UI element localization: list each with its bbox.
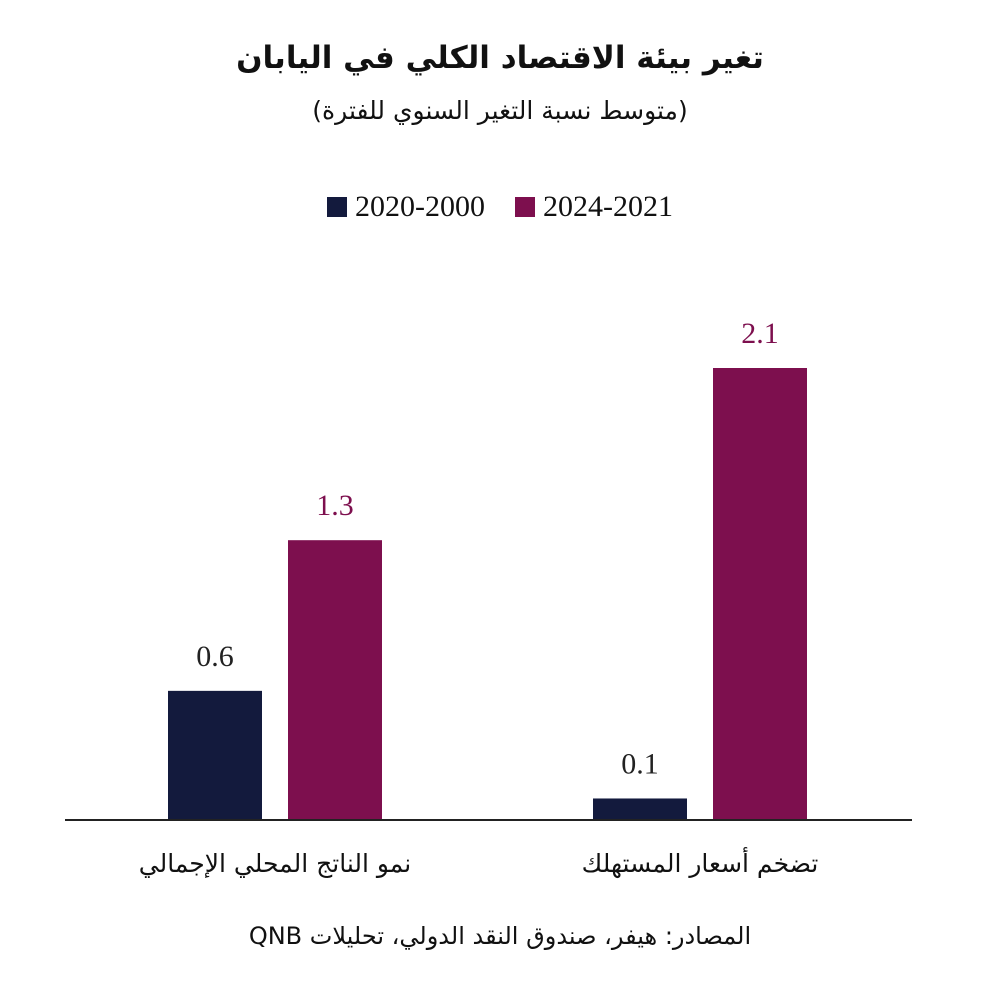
bar-2020-2000-cat0 <box>593 798 687 820</box>
legend-label-2024-2021: 2024-2021 <box>543 190 673 223</box>
bar-2024-2021-cat0 <box>713 368 807 820</box>
category-label-0: تضخم أسعار المستهلك <box>582 846 819 879</box>
legend-swatch-2020-2000 <box>327 197 347 217</box>
chart-title: تغير بيئة الاقتصاد الكلي في اليابان <box>236 40 764 76</box>
bar-2024-2021-cat1 <box>288 540 382 820</box>
chart-subtitle: (متوسط نسبة التغير السنوي للفترة) <box>312 96 688 125</box>
data-label-2020-2000-cat1: 0.6 <box>196 640 234 673</box>
legend-swatch-2024-2021 <box>515 197 535 217</box>
legend-label-2020-2000: 2020-2000 <box>355 190 485 223</box>
legend-item-2020-2000: 2020-2000 <box>327 190 485 224</box>
legend-item-2024-2021: 2024-2021 <box>515 190 673 224</box>
source-note: المصادر: هيفر، صندوق النقد الدولي، تحليل… <box>248 922 752 950</box>
category-label-1: نمو الناتج المحلي الإجمالي <box>139 849 411 879</box>
bar-2020-2000-cat1 <box>168 690 262 820</box>
data-label-2024-2021-cat0: 2.1 <box>741 317 779 350</box>
legend: 2024-2021 2020-2000 <box>0 190 1000 224</box>
data-label-2020-2000-cat0: 0.1 <box>621 747 659 780</box>
data-label-2024-2021-cat1: 1.3 <box>316 489 354 522</box>
